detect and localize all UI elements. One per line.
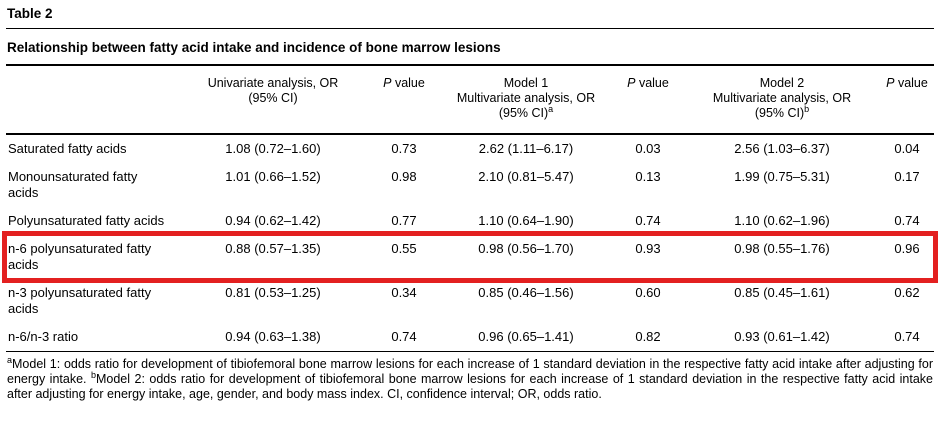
header-model2-line2: Multivariate analysis, OR (712, 91, 852, 105)
model2-or-cell: 0.93 (0.61–1.42) (734, 329, 830, 344)
model1-or-cell: 0.85 (0.46–1.56) (478, 285, 574, 300)
header-row: Univariate analysis, OR (95% CI) P value… (6, 66, 934, 134)
header-model1: Model 1 Multivariate analysis, OR (95% C… (440, 66, 612, 134)
row-label: n-3 polyunsaturated fatty acids (8, 285, 152, 316)
p-value-cell: 0.96 (894, 241, 920, 256)
footnote-marker-a: a (548, 103, 554, 114)
footnote-text-model2: Model 2: odds ratio for development of t… (7, 372, 933, 401)
model2-or-cell: 1.99 (0.75–5.31) (734, 169, 830, 184)
model1-or-cell: 0.98 (0.56–1.70) (478, 241, 574, 256)
header-stub-cell (6, 66, 178, 134)
header-univariate-line2: (95% CI) (248, 91, 298, 105)
header-univariate-line1: Univariate analysis, OR (207, 76, 339, 90)
footnote-text-model1: Model 1: odds ratio for development of t… (7, 357, 933, 386)
table-number-label: Table 2 (7, 6, 53, 21)
p-value-cell: 0.55 (391, 241, 417, 256)
table-row-n6-n3-ratio: n-6/n-3 ratio 0.94 (0.63–1.38) 0.74 0.96… (6, 323, 934, 351)
table-body: Saturated fatty acids 1.08 (0.72–1.60) 0… (2, 134, 938, 351)
model1-or-cell: 0.96 (0.65–1.41) (478, 329, 574, 344)
p-value-cell: 0.13 (635, 169, 661, 184)
header-model2-line1: Model 2 (759, 76, 805, 90)
header-model1-line2: Multivariate analysis, OR (456, 91, 596, 105)
univariate-or-cell: 1.01 (0.66–1.52) (225, 169, 321, 184)
p-word: value (391, 76, 425, 90)
header-pvalue-1: P value (368, 66, 440, 134)
table-row-saturated: Saturated fatty acids 1.08 (0.72–1.60) 0… (6, 134, 934, 163)
p-value-cell: 0.74 (894, 213, 920, 228)
p-value-cell: 0.74 (391, 329, 417, 344)
p-value-cell: 0.74 (635, 213, 661, 228)
model1-or-cell: 2.10 (0.81–5.47) (478, 169, 574, 184)
header-model2-line3: (95% CI) (754, 106, 805, 120)
univariate-or-cell: 0.94 (0.62–1.42) (225, 213, 321, 228)
model1-or-cell: 2.62 (1.11–6.17) (478, 141, 574, 156)
table-title: Relationship between fatty acid intake a… (7, 40, 501, 55)
univariate-or-cell: 0.88 (0.57–1.35) (225, 241, 321, 256)
header-model1-line1: Model 1 (503, 76, 549, 90)
row-label: n-6/n-3 ratio (8, 329, 79, 344)
p-value-cell: 0.93 (635, 241, 661, 256)
rule-under-table-number (6, 28, 934, 29)
table-header: Univariate analysis, OR (95% CI) P value… (6, 66, 934, 134)
p-value-cell: 0.74 (894, 329, 920, 344)
p-word: value (635, 76, 669, 90)
footnote-marker-b: b (804, 103, 810, 114)
table-footnote: aModel 1: odds ratio for development of … (6, 352, 934, 402)
p-symbol: P (627, 76, 636, 90)
header-model1-line3: (95% CI) (498, 106, 549, 120)
header-univariate: Univariate analysis, OR (95% CI) (178, 66, 368, 134)
table-row-monounsaturated: Monounsaturated fatty acids 1.01 (0.66–1… (6, 163, 934, 207)
paper-table-figure: Table 2 Relationship between fatty acid … (2, 6, 938, 402)
univariate-or-cell: 1.08 (0.72–1.60) (225, 141, 321, 156)
p-value-cell: 0.34 (391, 285, 417, 300)
p-word: value (894, 76, 928, 90)
model2-or-cell: 2.56 (1.03–6.37) (734, 141, 830, 156)
row-label: Polyunsaturated fatty acids (8, 213, 165, 228)
model2-or-cell: 0.98 (0.55–1.76) (734, 241, 830, 256)
p-value-cell: 0.04 (894, 141, 920, 156)
table-row-n6-polyunsaturated-highlighted: n-6 polyunsaturated fatty acids 0.88 (0.… (2, 231, 938, 283)
model1-or-cell: 1.10 (0.64–1.90) (478, 213, 574, 228)
table-row-polyunsaturated: Polyunsaturated fatty acids 0.94 (0.62–1… (6, 207, 934, 235)
p-symbol: P (886, 76, 895, 90)
p-value-cell: 0.73 (391, 141, 417, 156)
univariate-or-cell: 0.94 (0.63–1.38) (225, 329, 321, 344)
p-value-cell: 0.17 (894, 169, 920, 184)
p-value-cell: 0.60 (635, 285, 661, 300)
table-row-n3-polyunsaturated: n-3 polyunsaturated fatty acids 0.81 (0.… (6, 279, 934, 323)
footnote-marker-a: a (7, 354, 13, 365)
p-value-cell: 0.98 (391, 169, 417, 184)
row-label: Saturated fatty acids (8, 141, 127, 156)
model2-or-cell: 1.10 (0.62–1.96) (734, 213, 830, 228)
row-label: n-6 polyunsaturated fatty acids (8, 241, 152, 272)
p-value-cell: 0.77 (391, 213, 417, 228)
header-pvalue-3: P value (880, 66, 934, 134)
rule-under-title (6, 64, 934, 66)
footnote-marker-b: b (90, 369, 96, 380)
p-symbol: P (383, 76, 392, 90)
model2-or-cell: 0.85 (0.45–1.61) (734, 285, 830, 300)
p-value-cell: 0.82 (635, 329, 661, 344)
univariate-or-cell: 0.81 (0.53–1.25) (225, 285, 321, 300)
rule-above-footnote (6, 351, 934, 352)
p-value-cell: 0.03 (635, 141, 661, 156)
results-table: Univariate analysis, OR (95% CI) P value… (2, 66, 938, 351)
header-pvalue-2: P value (612, 66, 684, 134)
row-label: Monounsaturated fatty acids (8, 169, 138, 200)
p-value-cell: 0.62 (894, 285, 920, 300)
header-model2: Model 2 Multivariate analysis, OR (95% C… (684, 66, 880, 134)
